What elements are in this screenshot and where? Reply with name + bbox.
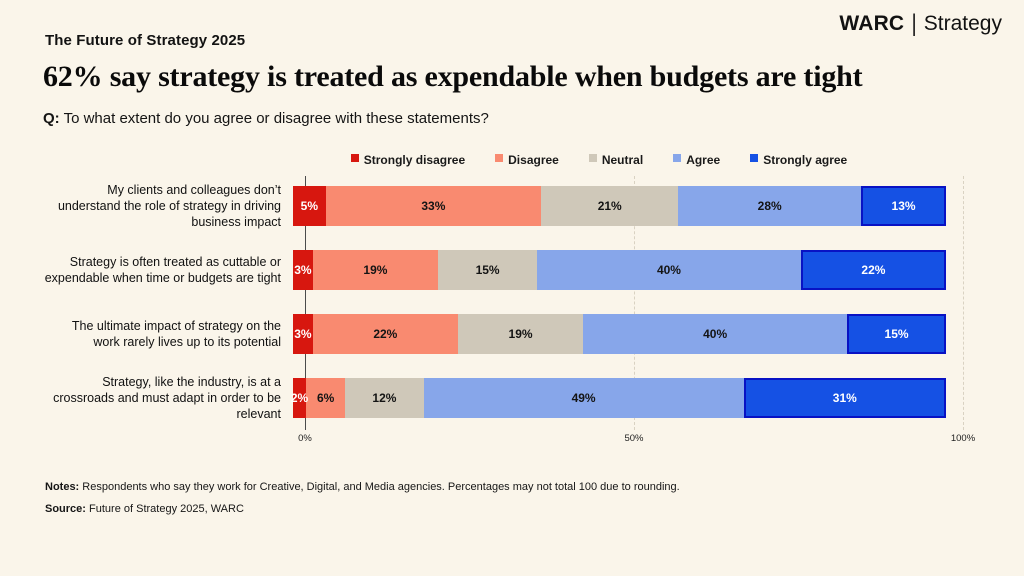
bar-segment-strongly-agree: 13% [861, 186, 946, 226]
legend-item-strongly-disagree: Strongly disagree [350, 153, 466, 167]
question-body: To what extent do you agree or disagree … [63, 110, 489, 127]
segment-value-label: 6% [316, 391, 335, 405]
neutral-swatch-icon [588, 154, 597, 162]
report-label: The Future of Strategy 2025 [45, 32, 246, 49]
notes-label: Notes: [45, 481, 80, 493]
agree-swatch-icon [673, 154, 682, 162]
legend-label: Strongly agree [763, 153, 848, 167]
legend-label: Disagree [508, 153, 559, 167]
bar-track: 3% 22% 19% 40% 15% [293, 314, 946, 354]
segment-value-label: 3% [294, 263, 312, 277]
bar-segment-agree: 49% [423, 378, 744, 418]
category-label: Strategy, like the industry, is at a cro… [53, 375, 281, 421]
bar-segment-neutral: 15% [438, 250, 538, 290]
legend: Strongly disagree Disagree Neutral Agree Str… [270, 153, 928, 167]
disagree-swatch-icon [495, 154, 504, 162]
notes-text: Respondents who say they work for Creati… [79, 481, 680, 493]
bar-segment-strongly-disagree: 2% [290, 378, 309, 418]
strongly-agree-swatch-icon [750, 154, 759, 162]
category-label: Strategy is often treated as cuttable or… [44, 255, 281, 285]
bar-segment-strongly-agree: 15% [847, 314, 946, 354]
segment-value-label: 22% [861, 263, 886, 277]
strongly-disagree-swatch-icon [350, 154, 359, 162]
segment-value-label: 33% [421, 199, 446, 213]
page-title: 62% say strategy is treated as expendabl… [43, 60, 863, 93]
bar-segment-disagree: 6% [306, 378, 346, 418]
gridline [963, 176, 964, 430]
brand-suffix: Strategy [923, 12, 1002, 35]
brand-name: WARC [839, 12, 905, 35]
bar-segment-disagree: 19% [312, 250, 439, 290]
chart-row: My clients and colleagues don’t understa… [43, 183, 946, 229]
segment-value-label: 3% [294, 327, 312, 341]
brand-logo: WARC | Strategy [839, 10, 1002, 37]
bar-segment-neutral: 12% [345, 378, 424, 418]
legend-label: Agree [686, 153, 721, 167]
bar-track: 5% 33% 21% 28% 13% [293, 186, 946, 226]
bar-segment-agree: 40% [583, 314, 848, 354]
category-label: My clients and colleagues don’t understa… [57, 183, 281, 229]
legend-item-agree: Agree [673, 153, 720, 167]
bar-segment-neutral: 21% [541, 186, 679, 226]
bar-segment-strongly-disagree: 5% [293, 186, 326, 226]
segment-value-label: 40% [703, 327, 728, 341]
legend-item-neutral: Neutral [588, 153, 644, 167]
bar-track: 3% 19% 15% 40% 22% [293, 250, 946, 290]
source: Source: Future of Strategy 2025, WARC [45, 503, 244, 515]
chart-rows: My clients and colleagues don’t understa… [43, 183, 947, 442]
bar-track: 2% 6% 12% 49% 31% [290, 378, 947, 418]
brand-divider: | [911, 10, 917, 37]
bar-segment-disagree: 33% [325, 186, 542, 226]
source-label: Source: [45, 503, 86, 515]
bar-segment-agree: 28% [678, 186, 862, 226]
segment-value-label: 28% [757, 199, 782, 213]
legend-label: Neutral [601, 153, 644, 167]
chart-row: Strategy is often treated as cuttable or… [43, 250, 946, 290]
category-label: The ultimate impact of strategy on the w… [71, 319, 281, 349]
source-text: Future of Strategy 2025, WARC [85, 503, 244, 515]
chart-row: Strategy, like the industry, is at a cro… [43, 375, 947, 421]
segment-value-label: 15% [475, 263, 500, 277]
segment-value-label: 21% [597, 199, 622, 213]
bar-segment-neutral: 19% [457, 314, 584, 354]
segment-value-label: 40% [656, 263, 681, 277]
question-text: Q: To what extent do you agree or disagr… [43, 110, 489, 127]
notes: Notes: Respondents who say they work for… [45, 481, 680, 493]
segment-value-label: 19% [363, 263, 388, 277]
segment-value-label: 5% [300, 199, 318, 213]
question-prefix: Q: [43, 110, 60, 127]
legend-label: Strongly disagree [363, 153, 466, 167]
x-tick-label: 100% [950, 433, 976, 444]
bar-segment-strongly-agree: 31% [743, 378, 947, 418]
bar-segment-agree: 40% [537, 250, 801, 290]
segment-value-label: 2% [290, 391, 309, 405]
legend-item-disagree: Disagree [495, 153, 559, 167]
bar-segment-strongly-disagree: 3% [293, 250, 313, 290]
legend-item-strongly-agree: Strongly agree [750, 153, 847, 167]
segment-value-label: 22% [373, 327, 398, 341]
chart-row: The ultimate impact of strategy on the w… [43, 314, 946, 354]
bar-segment-strongly-disagree: 3% [293, 314, 313, 354]
segment-value-label: 15% [884, 327, 909, 341]
segment-value-label: 19% [508, 327, 533, 341]
segment-value-label: 49% [571, 391, 596, 405]
bar-segment-disagree: 22% [312, 314, 458, 354]
segment-value-label: 13% [891, 199, 916, 213]
segment-value-label: 31% [832, 391, 857, 405]
bar-segment-strongly-agree: 22% [800, 250, 946, 290]
segment-value-label: 12% [372, 391, 397, 405]
